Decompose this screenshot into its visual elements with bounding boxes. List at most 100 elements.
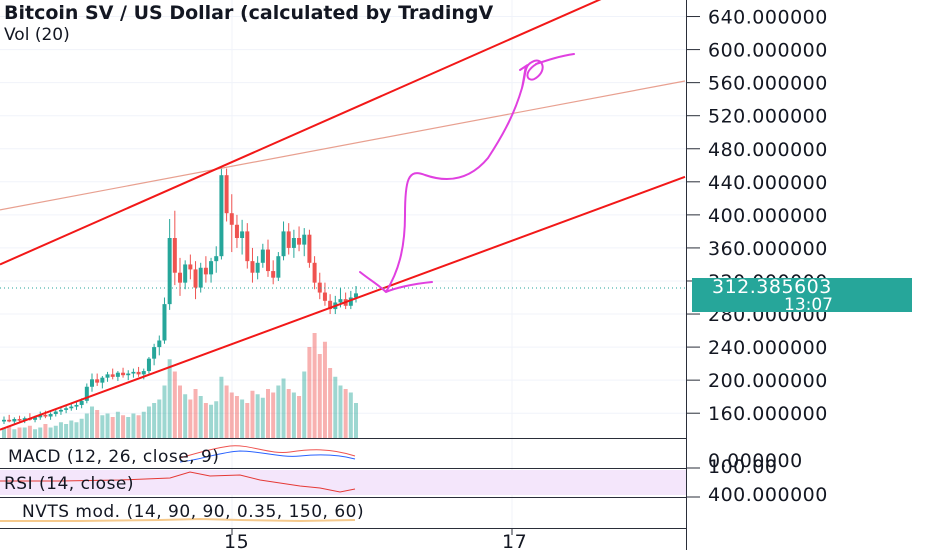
price-tick-label: 520.000000 bbox=[708, 106, 828, 128]
candle-body[interactable] bbox=[58, 409, 63, 412]
candle-body[interactable] bbox=[245, 231, 250, 262]
candle-body[interactable] bbox=[131, 371, 136, 374]
channel-upper-trendline[interactable] bbox=[0, 0, 685, 266]
candle-body[interactable] bbox=[317, 282, 322, 293]
candle-body[interactable] bbox=[281, 231, 286, 257]
candle-body[interactable] bbox=[312, 262, 317, 283]
resistance-trendline[interactable] bbox=[0, 80, 686, 211]
price-tick-label: 240.000000 bbox=[708, 337, 828, 359]
candle-body[interactable] bbox=[146, 358, 151, 372]
candle-body[interactable] bbox=[188, 264, 193, 270]
volume-bar bbox=[302, 371, 307, 438]
candle-body[interactable] bbox=[307, 234, 312, 263]
projection-drawing[interactable] bbox=[359, 53, 575, 293]
macd-line bbox=[179, 445, 356, 459]
candle-body[interactable] bbox=[286, 231, 291, 248]
candle-body[interactable] bbox=[322, 292, 327, 301]
candle-body[interactable] bbox=[328, 300, 333, 310]
candle-body[interactable] bbox=[126, 373, 131, 376]
candle-body[interactable] bbox=[141, 371, 146, 375]
candle-body[interactable] bbox=[64, 408, 69, 410]
candle-body[interactable] bbox=[157, 340, 162, 348]
volume-bar bbox=[152, 403, 157, 438]
rsi-label[interactable]: RSI (14, close) bbox=[4, 474, 134, 494]
candle-body[interactable] bbox=[302, 234, 307, 245]
volume-bar bbox=[203, 403, 208, 438]
volume-bar bbox=[126, 417, 131, 438]
candle-body[interactable] bbox=[209, 261, 214, 275]
candle-body[interactable] bbox=[74, 404, 79, 407]
candle-body[interactable] bbox=[115, 372, 120, 377]
volume-bar bbox=[234, 396, 239, 438]
rsi-axis-value: 100.00 bbox=[708, 456, 777, 478]
candle-body[interactable] bbox=[136, 371, 141, 375]
candle-body[interactable] bbox=[178, 272, 182, 283]
candle-body[interactable] bbox=[79, 400, 84, 405]
candle-body[interactable] bbox=[100, 377, 105, 383]
volume-bar bbox=[188, 399, 193, 438]
candle-body[interactable] bbox=[193, 269, 198, 288]
candle-body[interactable] bbox=[152, 347, 157, 359]
volume-bars bbox=[2, 333, 358, 438]
candle-body[interactable] bbox=[38, 414, 43, 418]
volume-bar bbox=[95, 410, 100, 438]
candle-body[interactable] bbox=[271, 271, 276, 278]
candle-body[interactable] bbox=[255, 262, 260, 273]
candle-body[interactable] bbox=[22, 418, 27, 421]
candle-body[interactable] bbox=[53, 411, 58, 415]
candle-body[interactable] bbox=[2, 419, 6, 422]
volume-bar bbox=[90, 406, 94, 438]
volume-bar bbox=[131, 413, 136, 438]
candle-body[interactable] bbox=[234, 224, 239, 239]
candle-body[interactable] bbox=[69, 406, 74, 409]
macd-label[interactable]: MACD (12, 26, close, 9) bbox=[8, 447, 219, 467]
candle-body[interactable] bbox=[84, 386, 89, 401]
candle-body[interactable] bbox=[12, 418, 17, 422]
candles[interactable] bbox=[2, 166, 358, 425]
candle-body[interactable] bbox=[43, 414, 48, 417]
candle-body[interactable] bbox=[203, 267, 208, 275]
candle-body[interactable] bbox=[354, 293, 358, 298]
candle-body[interactable] bbox=[250, 261, 255, 273]
nvts-label[interactable]: NVTS mod. (14, 90, 90, 0.35, 150, 60) bbox=[22, 502, 364, 522]
candle-body[interactable] bbox=[297, 238, 302, 245]
candle-body[interactable] bbox=[167, 238, 172, 305]
rsi-band bbox=[0, 470, 686, 495]
candle-body[interactable] bbox=[229, 213, 234, 225]
nvts-line bbox=[0, 517, 356, 523]
candle-body[interactable] bbox=[33, 417, 38, 420]
candle-body[interactable] bbox=[198, 267, 203, 288]
candle-body[interactable] bbox=[162, 304, 167, 341]
current-price-value: 312.385603 bbox=[712, 276, 832, 298]
candle-body[interactable] bbox=[260, 249, 265, 263]
candle-body[interactable] bbox=[183, 264, 188, 283]
candle-body[interactable] bbox=[95, 379, 100, 383]
candle-body[interactable] bbox=[17, 418, 22, 421]
candle-body[interactable] bbox=[172, 238, 177, 273]
candle-body[interactable] bbox=[348, 297, 353, 306]
candle-body[interactable] bbox=[276, 256, 281, 278]
candle-body[interactable] bbox=[7, 419, 12, 422]
candle-body[interactable] bbox=[90, 379, 94, 387]
volume-bar bbox=[162, 385, 167, 438]
candle-body[interactable] bbox=[48, 414, 53, 417]
candle-body[interactable] bbox=[266, 249, 270, 272]
candle-body[interactable] bbox=[240, 231, 245, 239]
candle-body[interactable] bbox=[338, 299, 343, 303]
volume-bar bbox=[281, 378, 286, 438]
candle-body[interactable] bbox=[219, 175, 224, 257]
channel-lower-trendline[interactable] bbox=[0, 175, 686, 431]
volume-bar bbox=[172, 371, 177, 438]
volume-bar bbox=[317, 354, 322, 438]
volume-bar bbox=[33, 429, 38, 438]
volume-bar bbox=[354, 403, 358, 438]
volume-bar bbox=[260, 397, 265, 438]
candle-body[interactable] bbox=[121, 372, 126, 376]
candle-body[interactable] bbox=[110, 374, 115, 377]
candle-body[interactable] bbox=[291, 238, 296, 248]
candle-body[interactable] bbox=[214, 256, 219, 262]
candle-body[interactable] bbox=[224, 175, 229, 214]
candle-body[interactable] bbox=[105, 374, 110, 378]
